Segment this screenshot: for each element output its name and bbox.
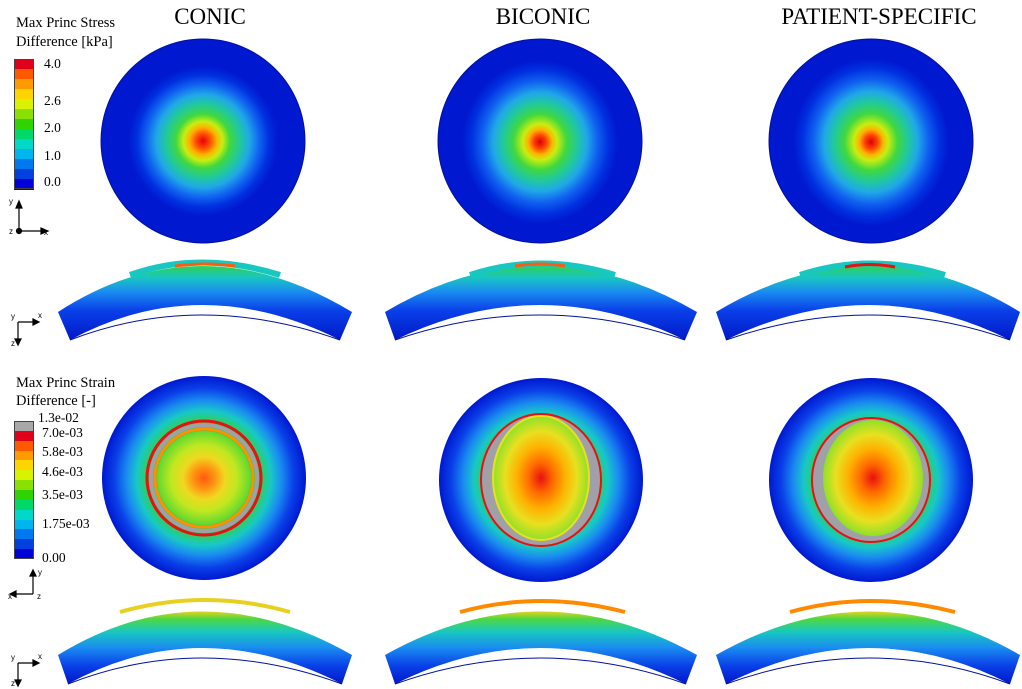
strain-colorbar-swatch [14,470,34,481]
axis-triad-top [15,199,50,235]
strain-legend-title-line2: Difference [-] [16,393,96,409]
strain-side-conic [58,598,352,685]
stress-colorbar-swatch [14,109,34,120]
stress-colorbar-swatch [14,59,34,70]
axis-label-strain-top-y: y [38,568,42,577]
strain-top-conic [102,376,306,580]
stress-tick-1: 1.0 [44,148,61,163]
strain-top-biconic [439,378,643,582]
axis-label-side2-z: z [11,679,15,688]
stress-colorbar-swatch [14,139,34,150]
strain-colorbar-swatch [14,480,34,491]
axis-label-side2-x: x [38,652,42,661]
stress-legend-title-line2: Difference [kPa] [16,34,113,50]
axis-label-top-x: x [44,228,48,237]
axis-label-side1-z: z [11,339,15,348]
stress-colorbar-swatch [14,149,34,160]
axis-label-strain-top-z: z [37,592,41,601]
axis-label-top-z: z [9,227,13,236]
stress-tick-4: 4.0 [44,56,61,71]
strain-tick-5-8e-03: 5.8e-03 [42,444,83,459]
stress-colorbar-swatch [14,129,34,140]
stress-side-biconic [385,260,697,341]
strain-tick-1-3e-02: 1.3e-02 [38,410,79,425]
strain-colorbar-swatch [14,460,34,471]
column-title-conic: CONIC [174,4,246,29]
stress-colorbar-swatch [14,99,34,110]
axis-triad-side2 [14,659,41,688]
stress-colorbar-swatch [14,159,34,170]
strain-colorbar-swatch [14,421,34,432]
strain-tick-3-5e-03: 3.5e-03 [42,487,83,502]
stress-colorbar-swatch [14,89,34,100]
strain-colorbar-swatch [14,549,34,560]
strain-top-patient-specific [769,378,973,582]
axis-label-side1-x: x [38,311,42,320]
stress-colorbar-swatch [14,119,34,130]
stress-side-patient-specific [716,260,1020,341]
stress-tick-2-6: 2.6 [44,93,61,108]
stress-colorbar-swatch [14,69,34,80]
axis-label-top-y: y [9,197,13,206]
strain-tick-7e-03: 7.0e-03 [42,425,83,440]
stress-tick-0: 0.0 [44,174,61,189]
stress-colorbar-swatch [14,79,34,90]
strain-colorbar-swatch [14,450,34,461]
strain-colorbar-swatch [14,430,34,442]
stress-colorbar-swatch [14,169,34,180]
stress-colorbar-frame [14,59,34,189]
strain-colorbar-swatch [14,509,34,521]
strain-tick-1-75e-03: 1.75e-03 [42,516,90,531]
strain-colorbar-frame [14,421,34,559]
stress-side-conic [58,259,352,341]
column-title-biconic: BICONIC [495,4,591,29]
strain-colorbar-swatch [14,539,34,550]
strain-tick-0: 0.00 [42,550,66,565]
stress-top-biconic [437,38,643,244]
strain-colorbar-swatch [14,440,34,452]
axis-triad-strain-top [8,568,37,598]
strain-tick-4-6e-03: 4.6e-03 [42,464,83,479]
axis-triad-side1 [14,318,41,347]
column-title-patient-specific: PATIENT-SPECIFIC [781,4,977,29]
strain-legend-title-line1: Max Princ Strain [16,375,116,391]
stress-top-patient-specific [768,38,974,244]
stress-colorbar-swatch [14,179,34,190]
strain-colorbar-swatch [14,529,34,540]
strain-side-patient-specific [716,599,1020,685]
stress-legend-title-line1: Max Princ Stress [16,15,116,31]
axis-label-side2-y: y [11,653,15,662]
strain-side-biconic [385,599,697,685]
stress-tick-2: 2.0 [44,120,61,135]
axis-label-side1-y: y [11,312,15,321]
strain-colorbar-swatch [14,519,34,530]
stress-top-conic [100,38,306,244]
strain-colorbar-swatch [14,499,34,511]
strain-colorbar-swatch [14,490,34,501]
axis-label-strain-top-x: x [8,592,12,601]
